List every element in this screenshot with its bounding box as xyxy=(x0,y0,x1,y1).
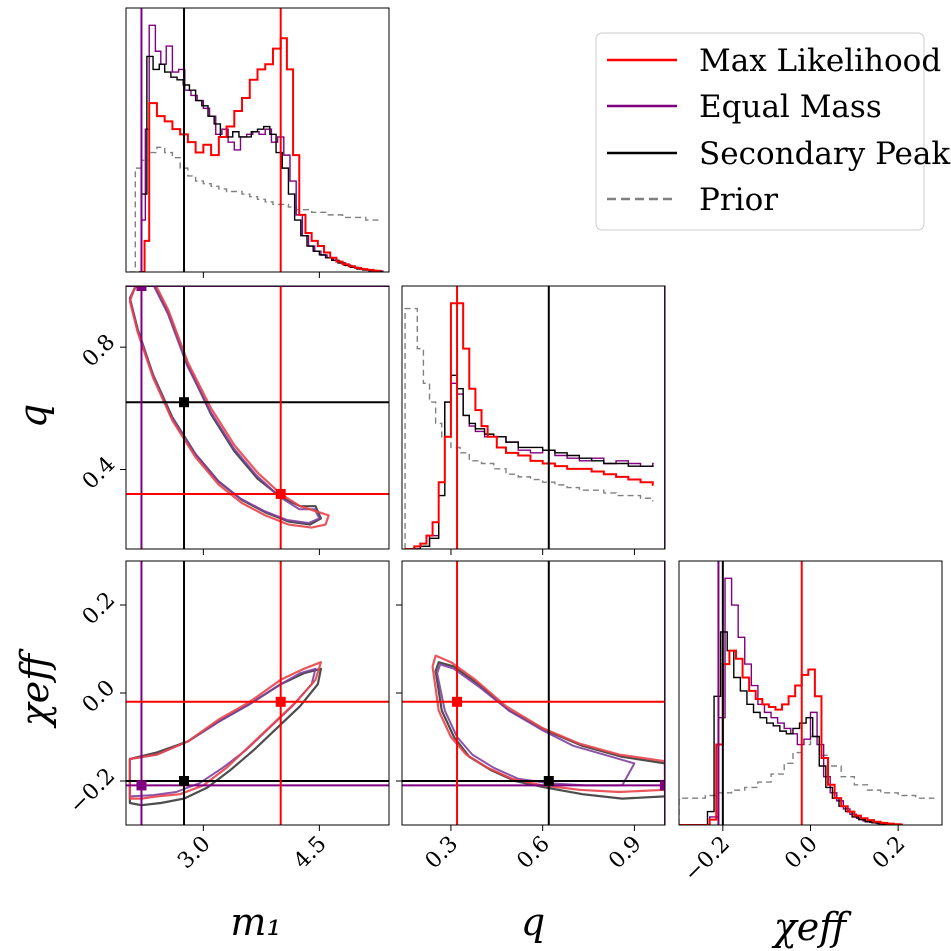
hist-chi_eff-equal xyxy=(679,577,892,825)
hist-m1-maxlike xyxy=(141,37,381,272)
truth-marker-m1_chi-equal xyxy=(136,780,147,791)
hist-m1-secondary xyxy=(138,55,382,272)
truth-marker-m1_chi-secondary xyxy=(179,776,190,786)
legend-label-max-likelihood: Max Likelihood xyxy=(699,43,941,79)
hist-m1-prior xyxy=(129,146,382,272)
x-tick-label-r2c1-0: 0.3 xyxy=(421,832,463,874)
truth-marker-m1_q-secondary xyxy=(179,397,190,408)
contour-q_chi-equal xyxy=(436,663,636,787)
hist-q-maxlike xyxy=(405,302,654,549)
x-axis-title-chi-eff: χeff xyxy=(771,905,853,949)
x-tick-label-r2c2-0: −0.2 xyxy=(680,832,735,887)
contour-m1_q-secondary xyxy=(128,286,323,526)
truth-marker-q_chi-maxlike xyxy=(452,696,463,707)
hist-chi_eff-prior xyxy=(679,735,935,825)
hist-q-prior xyxy=(404,307,654,549)
y-axis-title-q: q xyxy=(11,404,55,428)
x-tick-label-r2c1-2: 0.9 xyxy=(604,832,646,874)
legend: Max Likelihood Equal Mass Secondary Peak… xyxy=(595,32,950,231)
scatter-panel-m1_chi xyxy=(126,561,389,825)
contour-q_chi-maxlike xyxy=(431,654,665,794)
contour-m1_chi-maxlike xyxy=(128,661,323,800)
y-tick-label-chi-0: −0.2 xyxy=(65,764,120,819)
hist-panel-chi_eff xyxy=(679,561,935,825)
scatter-panel-m1_q xyxy=(126,286,389,549)
y-tick-label-chi-1: 0.0 xyxy=(78,676,120,718)
y-tick-label-chi-2: 0.2 xyxy=(78,588,120,630)
x-tick-label-r2c0-1: 4.5 xyxy=(289,832,331,874)
y-axis-title-chi-eff: χeff xyxy=(13,648,57,730)
scatter-panel-q_chi xyxy=(402,561,665,825)
panel-frame-m1 xyxy=(125,7,390,273)
hist-panel-m1 xyxy=(129,8,384,272)
hist-panel-q xyxy=(404,286,665,549)
axis-titles: m₁ q χeff q χeff xyxy=(11,404,852,949)
legend-label-secondary-peak: Secondary Peak xyxy=(699,136,950,172)
contour-m1_q-maxlike xyxy=(128,286,330,529)
panel-frame-q xyxy=(401,285,666,550)
contour-m1_chi-equal xyxy=(128,667,317,798)
legend-label-equal-mass: Equal Mass xyxy=(699,89,882,125)
x-tick-label-r2c2-2: 0.2 xyxy=(868,832,910,874)
legend-box xyxy=(595,32,925,231)
hist-chi_eff-secondary xyxy=(679,631,888,825)
truth-marker-m1_q-maxlike xyxy=(275,488,286,499)
legend-label-prior: Prior xyxy=(699,182,778,218)
truth-marker-q_chi-equal xyxy=(660,780,665,791)
panel-frame-m1_q xyxy=(125,285,390,550)
truth-marker-m1_chi-maxlike xyxy=(275,696,286,707)
y-tick-label-q-1: 0.8 xyxy=(78,330,120,372)
hist-m1-equal xyxy=(139,24,384,272)
truth-marker-q_chi-secondary xyxy=(543,776,554,786)
hist-chi_eff-maxlike xyxy=(679,649,903,825)
truth-marker-m1_q-equal xyxy=(136,286,147,291)
x-tick-label-r2c0-0: 3.0 xyxy=(173,832,215,874)
x-axis-title-q: q xyxy=(521,900,545,944)
x-tick-label-r2c2-1: 0.0 xyxy=(780,832,822,874)
x-tick-label-r2c1-1: 0.6 xyxy=(512,832,554,874)
y-tick-label-q-0: 0.4 xyxy=(78,452,120,494)
x-axis-title-m1: m₁ xyxy=(230,900,281,944)
